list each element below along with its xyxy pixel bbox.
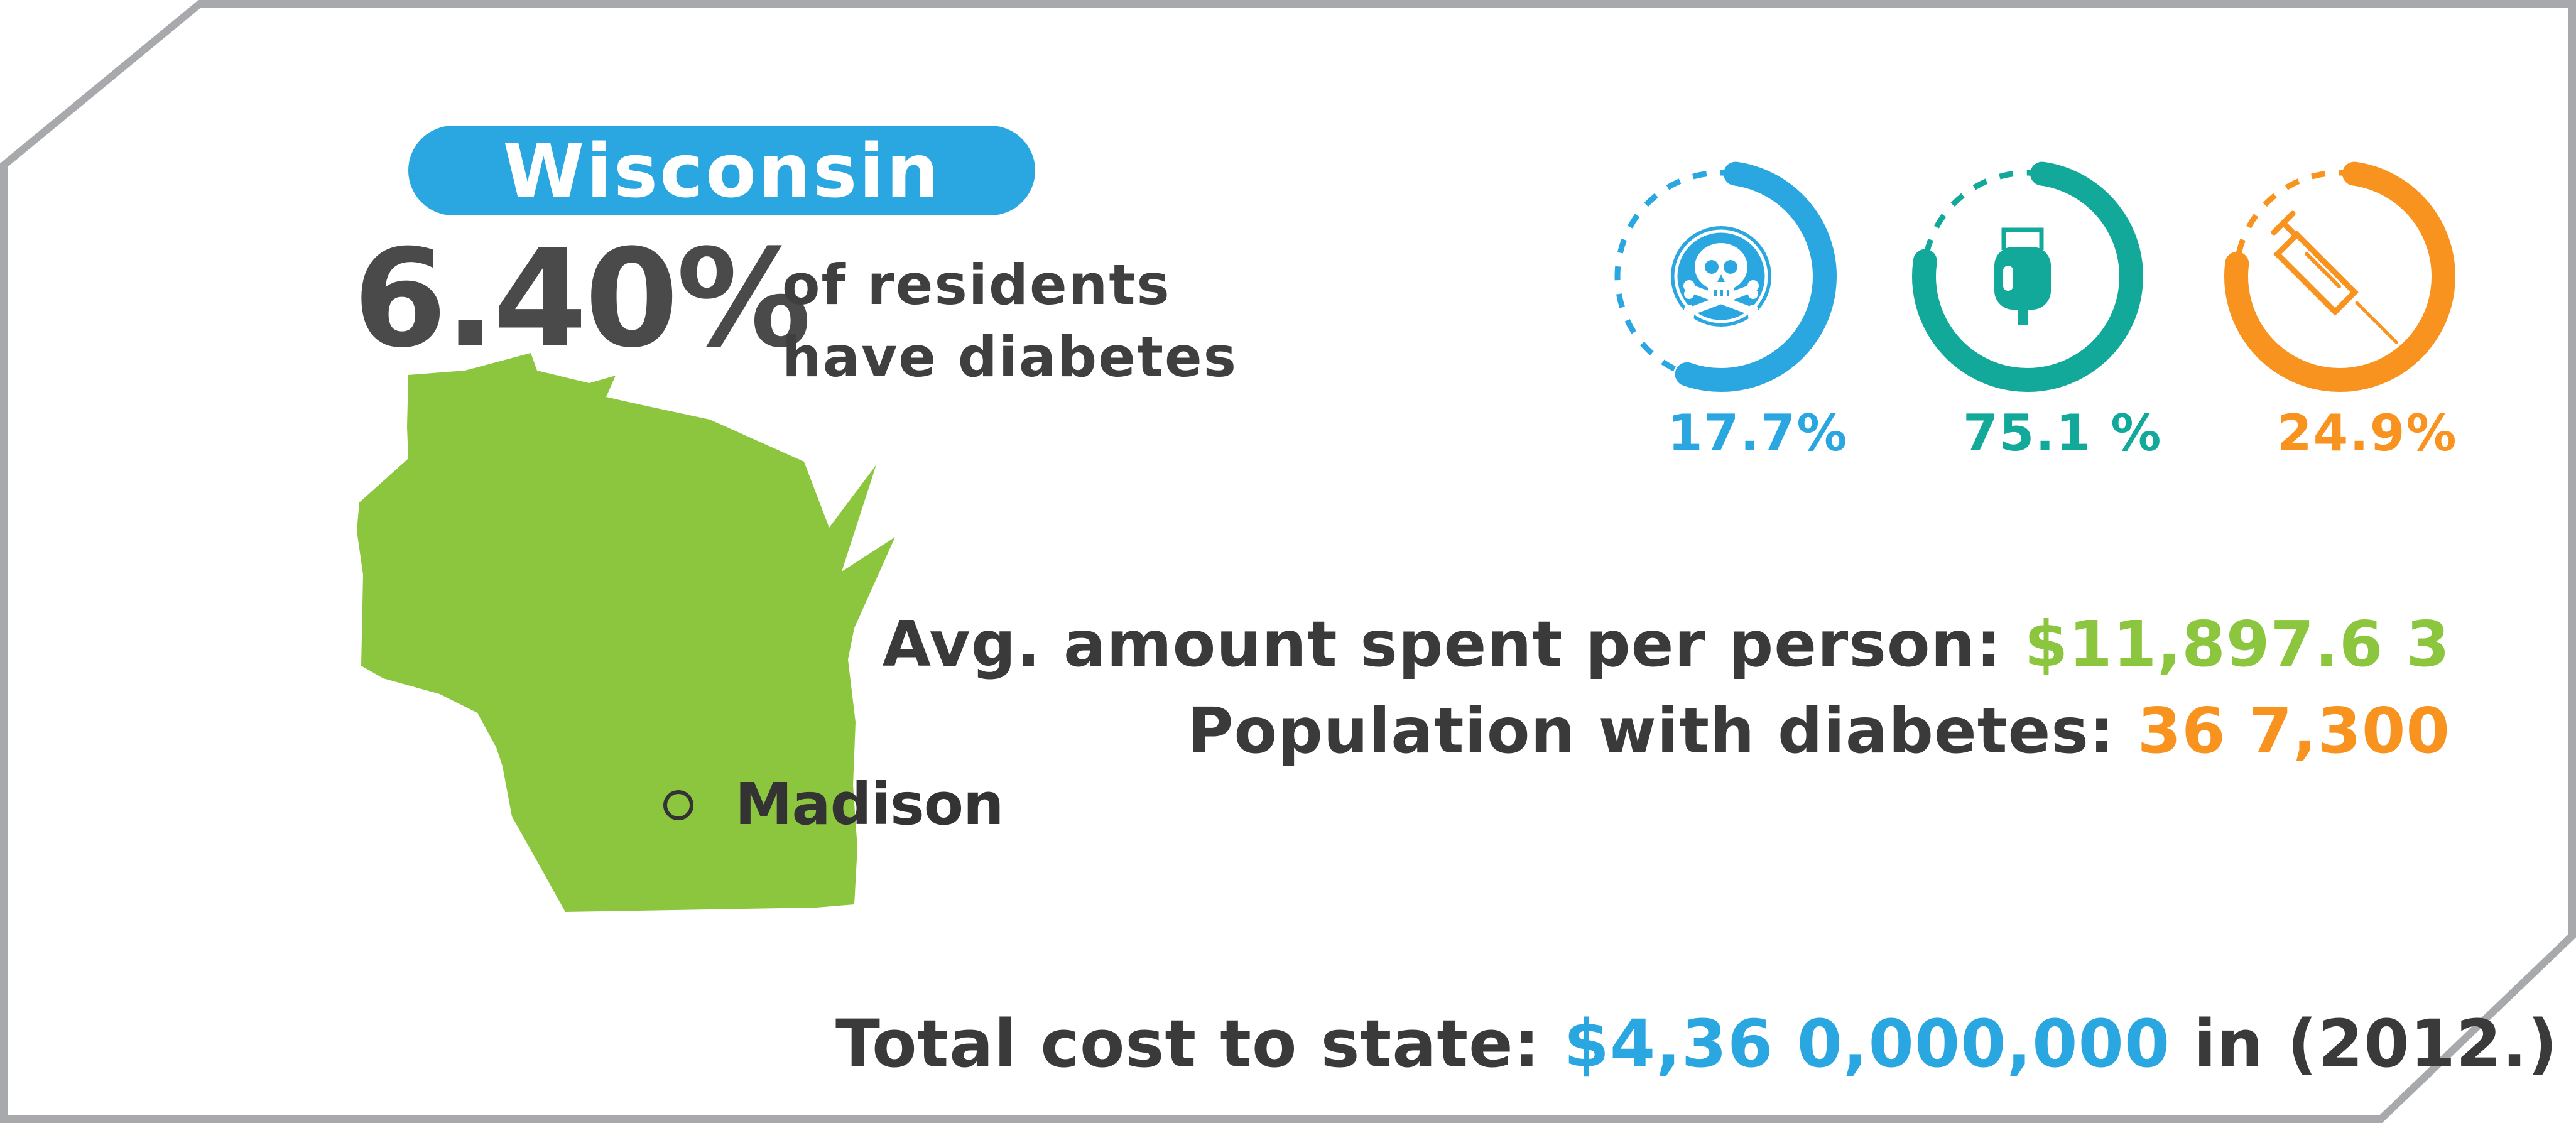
state-shape (357, 353, 895, 912)
ring-gauge-1 (1606, 160, 1837, 392)
percent-description-line2: have diabetes (782, 325, 1238, 389)
ring-gauge-2 (1912, 160, 2143, 392)
population-value: 36 7,300 (2137, 694, 2450, 768)
capital-label: Madison (735, 771, 1004, 838)
skull-icon (1671, 226, 1771, 327)
capital-marker (663, 790, 693, 820)
percent-description-line1: of residents (782, 252, 1171, 317)
state-title: Wisconsin (408, 126, 1035, 215)
population-label: Population with diabetes: (1187, 694, 2138, 768)
ring-label-1: 17.7% (1668, 404, 1849, 462)
total-value: $4,36 0,000,000 (1563, 1006, 2171, 1082)
spend-label: Avg. amount spent per person: (882, 607, 2024, 681)
syringe-icon (2271, 210, 2398, 344)
ring-gauge-3 (2224, 160, 2455, 392)
iv-bag-icon (1994, 227, 2051, 325)
spend-per-person: Avg. amount spent per person: $11,897.6 … (883, 613, 2450, 676)
ring-arc-2 (1912, 160, 2143, 392)
ring-arc-3 (2224, 160, 2455, 392)
diabetes-percent: 6.40% (353, 220, 812, 377)
spend-value: $11,897.6 3 (2024, 607, 2450, 681)
population-with-diabetes: Population with diabetes: 36 7,300 (1187, 700, 2450, 762)
ring-label-3: 24.9% (2277, 404, 2458, 462)
total-label: Total cost to state: (835, 1006, 1564, 1082)
ring-arc-1 (1606, 160, 1837, 392)
total-suffix: in (2012.) (2170, 1006, 2558, 1082)
total-cost: Total cost to state: $4,36 0,000,000 in … (835, 1011, 2558, 1077)
ring-label-2: 75.1 % (1963, 404, 2163, 462)
